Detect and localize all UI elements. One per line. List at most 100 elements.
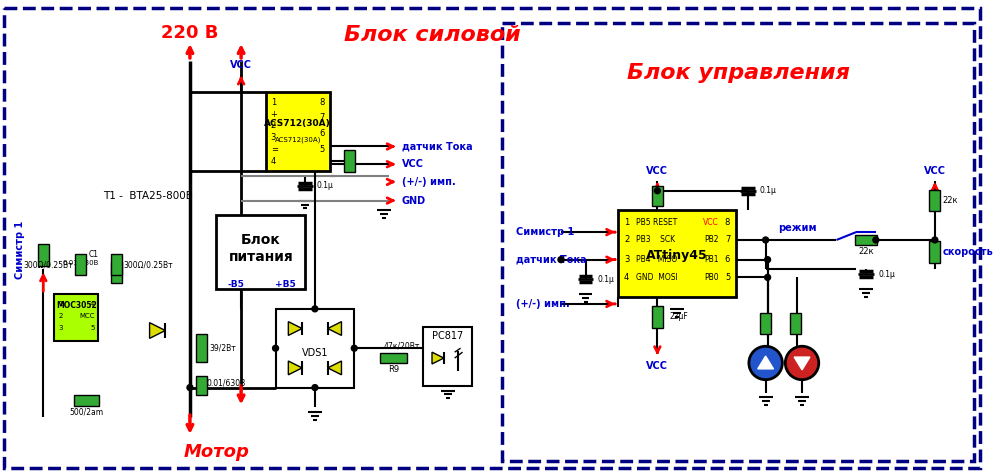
Text: скорость: скорость [943, 247, 994, 257]
Text: PB1: PB1 [704, 255, 718, 264]
Text: 3: 3 [58, 325, 63, 330]
Circle shape [932, 237, 938, 243]
Text: 8: 8 [319, 98, 325, 107]
Polygon shape [328, 361, 341, 375]
Text: (+/-) имп.: (+/-) имп. [516, 299, 569, 309]
Text: PB2: PB2 [704, 236, 718, 245]
Bar [760, 313, 771, 335]
Bar [929, 190, 940, 211]
Text: 2: 2 [58, 313, 62, 319]
Text: 500/2am: 500/2am [70, 408, 104, 417]
Text: 3: 3 [271, 133, 276, 142]
Bar [75, 254, 86, 276]
Text: 4: 4 [90, 301, 94, 307]
Text: 22к: 22к [943, 196, 958, 205]
Bar [111, 262, 122, 283]
Text: 0.1μ: 0.1μ [317, 181, 334, 190]
Text: 47к/20Вт: 47к/20Вт [384, 342, 420, 351]
Text: 22к: 22к [858, 247, 874, 256]
Text: 0.1μ: 0.1μ [597, 275, 614, 284]
Text: 0.01/630B: 0.01/630B [207, 378, 246, 387]
Bar [652, 186, 663, 206]
Text: VCC: VCC [646, 361, 668, 371]
Circle shape [873, 237, 879, 243]
Text: 8: 8 [725, 218, 730, 227]
Text: Симистр 1: Симистр 1 [15, 221, 25, 279]
Text: T1 -  BTA25-800B: T1 - BTA25-800B [103, 191, 193, 201]
Circle shape [765, 274, 771, 280]
Bar [344, 150, 355, 172]
Text: 5: 5 [90, 325, 94, 330]
Bar [380, 353, 407, 364]
Text: R9: R9 [388, 366, 399, 374]
Text: 1: 1 [58, 301, 63, 307]
Text: питания: питания [228, 250, 293, 264]
Text: 2: 2 [271, 121, 276, 130]
Text: 3: 3 [624, 255, 629, 264]
Circle shape [312, 306, 318, 312]
Text: 0.01/630B: 0.01/630B [62, 259, 98, 266]
Text: 39/2Вт: 39/2Вт [209, 344, 236, 353]
Text: MOC3052: MOC3052 [56, 301, 97, 310]
Bar [38, 244, 49, 266]
Circle shape [749, 346, 782, 380]
Bar [423, 327, 472, 386]
Text: PB4   MISO: PB4 MISO [636, 255, 677, 264]
Text: 300Ω/0.25Вт: 300Ω/0.25Вт [24, 260, 73, 269]
Text: VCC: VCC [402, 159, 424, 169]
Circle shape [558, 257, 564, 263]
Bar [216, 215, 305, 289]
Text: 2: 2 [624, 236, 629, 245]
Text: датчик Тока: датчик Тока [402, 141, 472, 151]
Text: VCC: VCC [924, 166, 946, 176]
Bar [54, 294, 98, 341]
Circle shape [187, 385, 193, 390]
Text: 1: 1 [271, 98, 276, 107]
Bar [196, 376, 207, 396]
Text: ACS712(30A): ACS712(30A) [274, 136, 321, 143]
Text: MCC: MCC [79, 313, 94, 319]
Text: -B5: -B5 [228, 280, 245, 289]
Circle shape [765, 257, 771, 263]
Polygon shape [794, 357, 810, 370]
Text: Симистр 1: Симистр 1 [516, 227, 574, 237]
Text: 4: 4 [271, 157, 276, 166]
Text: =: = [271, 145, 278, 154]
Text: ATtiny45: ATtiny45 [646, 249, 708, 262]
Circle shape [763, 237, 769, 243]
Circle shape [654, 188, 660, 194]
Polygon shape [288, 322, 302, 336]
Bar [929, 241, 940, 263]
Circle shape [351, 345, 357, 351]
Text: +B5: +B5 [275, 280, 296, 289]
Text: 0.1μ: 0.1μ [879, 270, 896, 279]
Polygon shape [758, 356, 773, 369]
Text: +: + [271, 109, 277, 119]
Text: 7: 7 [725, 236, 730, 245]
Text: 5: 5 [319, 145, 325, 154]
Text: GND: GND [402, 196, 426, 206]
Text: GND  MOSI: GND MOSI [636, 273, 677, 282]
Circle shape [312, 385, 318, 390]
Bar [276, 309, 354, 387]
Text: 300Ω/0.25Вт: 300Ω/0.25Вт [124, 260, 173, 269]
Text: 1: 1 [624, 218, 629, 227]
Bar [196, 335, 207, 362]
Text: VDS1: VDS1 [302, 348, 328, 358]
Text: PB0: PB0 [704, 273, 718, 282]
Text: VCC: VCC [646, 166, 668, 176]
Text: датчик Тока: датчик Тока [516, 255, 586, 265]
Text: PB3    SCK: PB3 SCK [636, 236, 675, 245]
Bar [266, 92, 330, 171]
Text: 220 В: 220 В [161, 24, 219, 42]
Text: 0.1μ: 0.1μ [760, 186, 777, 195]
Text: PB5 RESET: PB5 RESET [636, 218, 677, 227]
Polygon shape [288, 361, 302, 375]
Text: Блок силовой: Блок силовой [344, 25, 521, 45]
Text: 4: 4 [624, 273, 629, 282]
Bar [74, 395, 99, 406]
Text: 7: 7 [319, 113, 325, 122]
Text: 6: 6 [319, 129, 325, 138]
Text: PC817: PC817 [432, 331, 463, 341]
Text: 6: 6 [725, 255, 730, 264]
